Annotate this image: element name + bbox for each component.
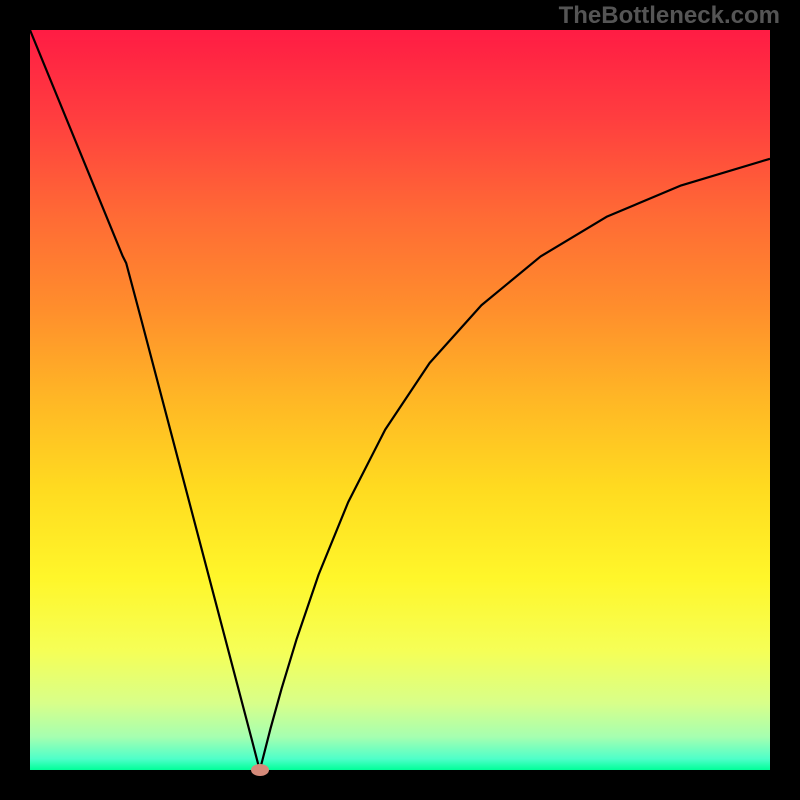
bottleneck-curve [0, 0, 800, 800]
optimal-point-marker [251, 764, 269, 776]
watermark-text: TheBottleneck.com [559, 2, 780, 30]
bottleneck-curve-path [30, 30, 770, 770]
chart-container: { "canvas": { "width": 800, "height": 80… [0, 0, 800, 800]
